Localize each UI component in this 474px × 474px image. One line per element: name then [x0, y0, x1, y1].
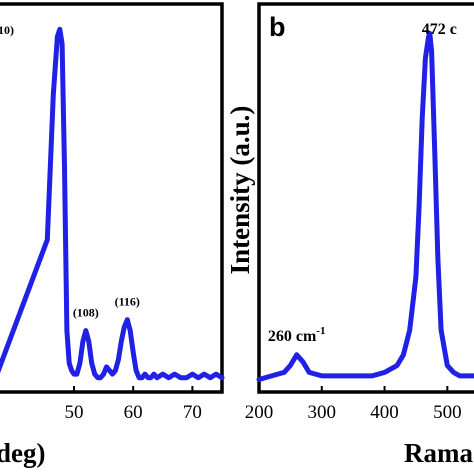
panel-a-annotations: 10) (108) (116) [0, 23, 140, 320]
panel-a-peak-annotation: (108) [73, 306, 99, 320]
panel-b-series-line [256, 31, 474, 382]
panel-b-y-axis-label: Intensity (a.u.) [225, 106, 255, 275]
panel-a-peak-annotation: (116) [115, 295, 140, 309]
panel-b-letter: b [269, 12, 286, 42]
panel-a-x-axis-label: deg) [0, 438, 46, 468]
panel-a-peak-annotation: 10) [0, 23, 14, 37]
panel-b-frame [257, 2, 474, 394]
panel-b-peak-annotation: 472 c [422, 21, 457, 38]
panel-b-tick-label: 300 [308, 402, 337, 423]
panel-b-tick-label: 500 [433, 402, 462, 423]
panel-b-peak-annotation: 260 cm-1 [268, 325, 326, 345]
panel-a-series-line [0, 26, 225, 381]
panel-b: 200 300 400 500 472 c 260 cm-1 b Intensity (… [225, 2, 474, 468]
panel-b-annotation-superscript: -1 [316, 325, 325, 337]
panel-a-frame [0, 2, 224, 394]
panel-a-tick-label: 70 [183, 402, 202, 423]
panel-a: 50 60 70 10) (108) (116) deg) [0, 2, 225, 468]
panel-b-x-axis-label: Rama [404, 438, 473, 468]
panel-b-tick-label: 200 [245, 402, 274, 423]
panel-b-tick-label: 400 [370, 402, 399, 423]
panel-a-x-ticks: 50 60 70 [64, 386, 202, 423]
panel-a-tick-label: 60 [124, 402, 143, 423]
panel-b-annotations: 472 c 260 cm-1 [268, 21, 457, 345]
panel-b-x-ticks: 200 300 400 500 [245, 386, 462, 423]
panel-a-tick-label: 50 [64, 402, 83, 423]
